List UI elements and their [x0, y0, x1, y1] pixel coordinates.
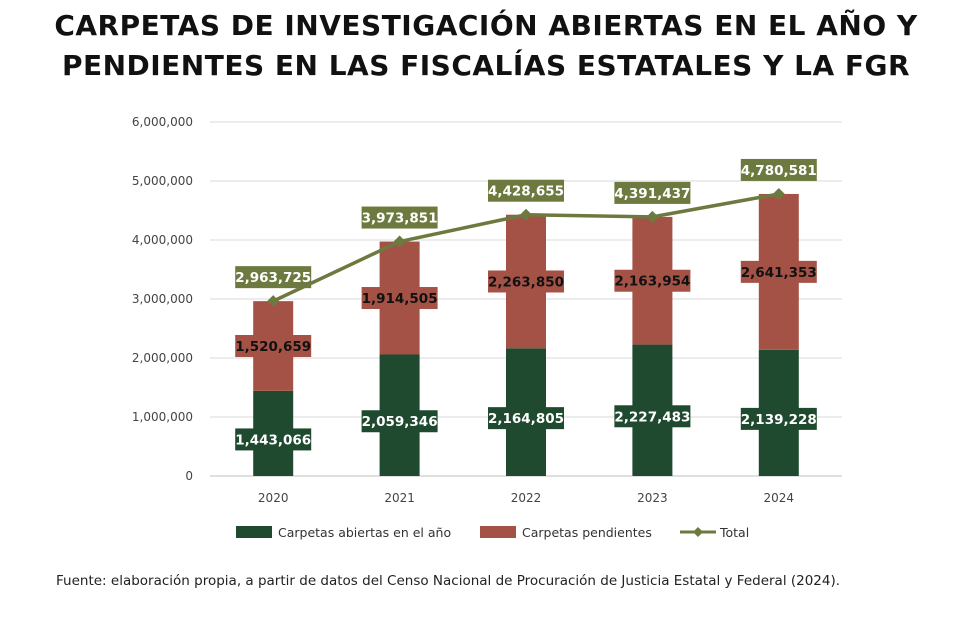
total-marker — [267, 295, 280, 308]
data-label-pendientes: 1,914,505 — [362, 291, 438, 307]
data-label-abiertas-box — [740, 407, 817, 430]
chart-title: CARPETAS DE INVESTIGACIÓN ABIERTAS EN EL… — [0, 6, 972, 86]
total-marker — [393, 235, 406, 248]
data-label-pendientes: 1,520,659 — [235, 339, 311, 355]
data-label-abiertas: 2,227,483 — [614, 409, 690, 425]
total-marker — [646, 210, 659, 223]
y-tick-label: 2,000,000 — [132, 351, 193, 365]
legend-swatch-pendientes — [480, 526, 516, 538]
data-label-abiertas: 2,164,805 — [488, 411, 564, 427]
x-tick-label: 2023 — [637, 491, 668, 505]
y-tick-label: 1,000,000 — [132, 410, 193, 424]
data-label-abiertas-box — [361, 410, 438, 433]
data-label-total-box — [740, 158, 817, 181]
legend-marker-total — [693, 527, 703, 537]
data-label-total: 4,391,437 — [614, 186, 690, 202]
data-label-total: 3,973,851 — [362, 211, 438, 227]
data-label-abiertas: 2,139,228 — [741, 412, 817, 428]
y-tick-label: 0 — [185, 469, 193, 483]
data-label-pendientes: 2,641,353 — [741, 265, 817, 281]
data-label-total-box — [361, 206, 438, 229]
legend-swatch-abiertas — [236, 526, 272, 538]
data-label-pendientes-box — [361, 287, 438, 310]
x-tick-label: 2021 — [384, 491, 415, 505]
data-label-pendientes-box — [614, 269, 691, 292]
data-label-total: 4,428,655 — [488, 184, 564, 200]
data-label-pendientes: 2,263,850 — [488, 274, 564, 290]
x-tick-label: 2020 — [258, 491, 289, 505]
data-label-total-box — [235, 266, 312, 289]
data-label-abiertas-box — [235, 428, 312, 451]
total-marker — [520, 208, 532, 221]
y-tick-label: 4,000,000 — [132, 233, 193, 247]
x-tick-label: 2024 — [764, 491, 795, 505]
x-tick-label: 2022 — [511, 491, 542, 505]
data-label-pendientes-box — [235, 334, 312, 357]
source-note: Fuente: elaboración propia, a partir de … — [56, 573, 841, 589]
y-tick-label: 5,000,000 — [132, 174, 193, 188]
legend-label-abiertas: Carpetas abiertas en el año — [278, 525, 451, 540]
total-marker — [772, 187, 785, 200]
stacked-bar-chart: 0 1,000,000 2,000,000 3,000,000 4,000,000 5,0… — [132, 115, 842, 540]
title-line-2: PENDIENTES EN LAS FISCALÍAS ESTATALES Y … — [61, 49, 911, 82]
data-label-total-box — [488, 179, 564, 202]
data-label-total: 2,963,725 — [235, 270, 311, 286]
data-label-total-box — [614, 181, 691, 204]
legend-label-pendientes: Carpetas pendientes — [522, 525, 652, 540]
legend-label-total: Total — [719, 525, 749, 540]
data-label-pendientes-box — [740, 260, 817, 283]
y-tick-label: 3,000,000 — [132, 292, 193, 306]
data-label-abiertas: 2,059,346 — [362, 414, 438, 430]
title-line-1: CARPETAS DE INVESTIGACIÓN ABIERTAS EN EL… — [54, 9, 918, 42]
y-tick-label: 6,000,000 — [132, 115, 193, 129]
data-label-pendientes: 2,163,954 — [614, 274, 690, 290]
data-label-abiertas: 1,443,066 — [235, 432, 311, 448]
data-label-abiertas-box — [614, 405, 691, 428]
data-label-abiertas-box — [488, 407, 564, 430]
data-label-total: 4,780,581 — [741, 163, 817, 179]
data-label-pendientes-box — [488, 270, 564, 293]
